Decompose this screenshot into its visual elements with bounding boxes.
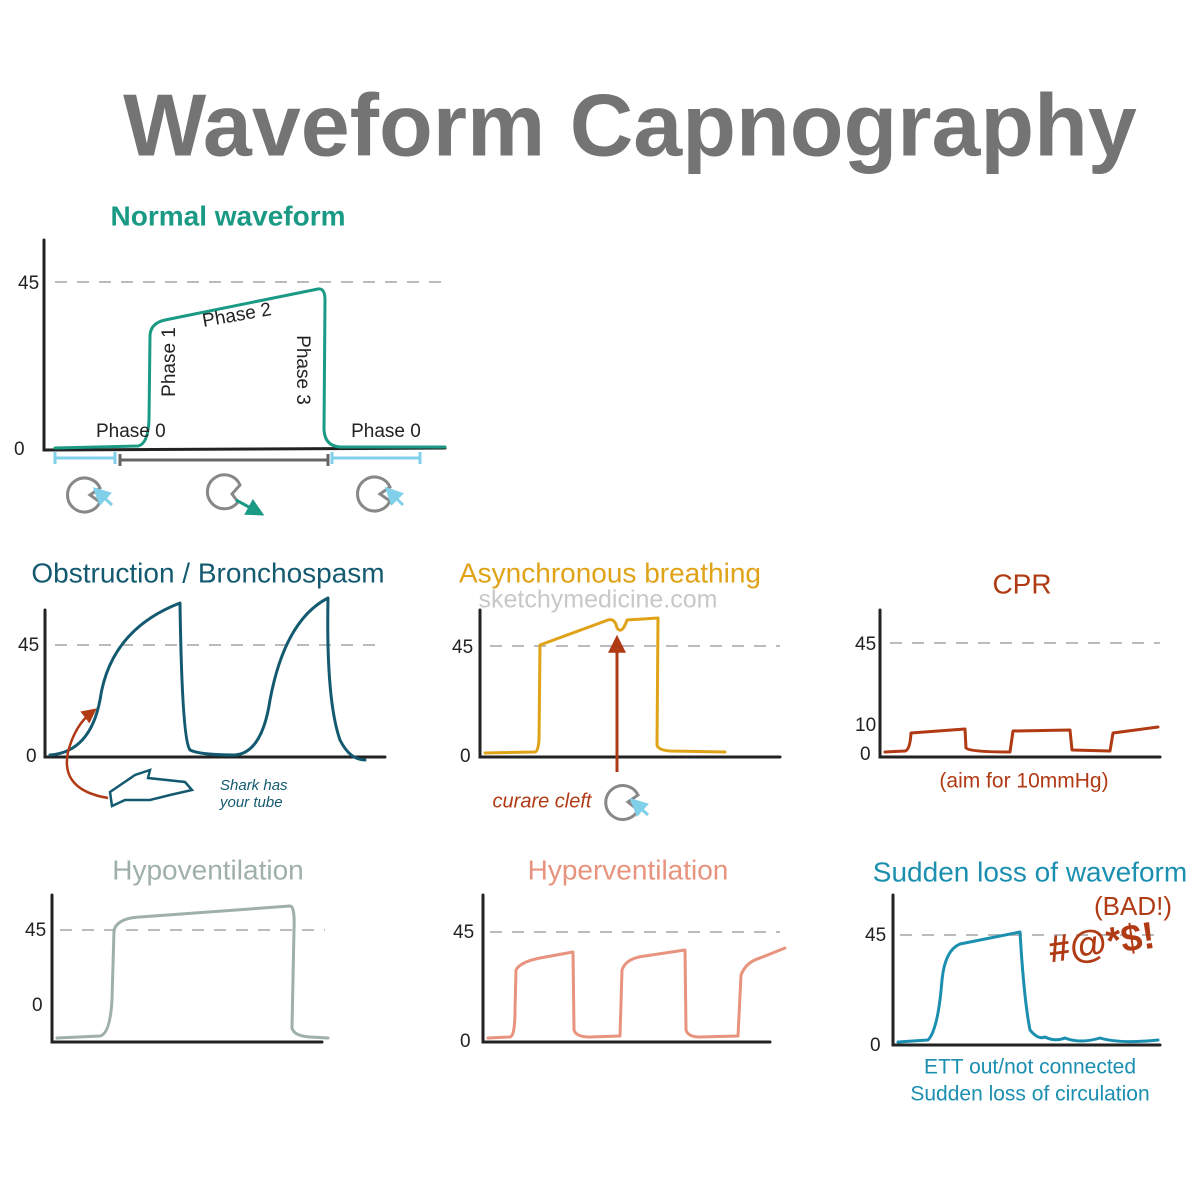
panel-title: Asynchronous breathing xyxy=(459,557,761,588)
axes xyxy=(478,608,782,759)
panel-title: Obstruction / Bronchospasm xyxy=(31,557,384,588)
y-label: 0 xyxy=(32,995,43,1016)
panel-title: Hyperventilation xyxy=(528,854,729,885)
asynchronous-panel: Asynchronous breathing sketchymedicine.c… xyxy=(452,557,782,821)
note: ETT out/not connected xyxy=(924,1056,1136,1079)
bracket xyxy=(330,452,422,464)
axes xyxy=(42,238,447,452)
y-label: 45 xyxy=(25,920,46,941)
arrow xyxy=(235,498,265,516)
waveform xyxy=(55,904,330,1040)
arrow xyxy=(92,487,114,507)
face-icon xyxy=(604,784,640,821)
cpr-panel: CPR 45 10 0 (aim for 10mmHg) xyxy=(855,568,1162,793)
annotation: Shark has xyxy=(220,777,288,794)
bracket xyxy=(118,454,330,466)
axes xyxy=(481,893,772,1044)
y-label: 45 xyxy=(452,637,473,658)
obstruction-panel: Obstruction / Bronchospasm 45 0 Shark ha… xyxy=(18,557,387,811)
y-label: 0 xyxy=(860,744,871,765)
waveform xyxy=(483,616,727,755)
arrow xyxy=(65,708,109,800)
sudden-loss-panel: Sudden loss of waveform (BAD!) 45 0 #@*$… xyxy=(865,856,1187,1105)
y-label: 0 xyxy=(14,439,25,460)
waveform xyxy=(486,946,787,1040)
y-label: 45 xyxy=(18,635,39,656)
face-icons xyxy=(66,473,392,514)
hypoventilation-panel: Hypoventilation 45 0 xyxy=(25,854,330,1044)
phase-label: Phase 0 xyxy=(351,421,421,442)
phase-label: Phase 1 xyxy=(159,327,180,397)
axes xyxy=(878,608,1162,759)
bracket xyxy=(53,452,117,464)
phase-label: Phase 0 xyxy=(96,421,166,442)
axes xyxy=(891,893,1162,1047)
y-label: 0 xyxy=(870,1035,881,1056)
y-label: 10 xyxy=(855,715,876,736)
waveform xyxy=(48,596,367,762)
axes xyxy=(43,608,387,759)
y-label: 45 xyxy=(453,922,474,943)
annotation: (aim for 10mmHg) xyxy=(939,770,1108,793)
arrow xyxy=(384,486,405,507)
panel-title: CPR xyxy=(992,568,1051,599)
normal-panel: Normal waveform 45 0 Phase 0 Phase 1 Pha… xyxy=(14,200,450,516)
y-label: 0 xyxy=(26,746,37,767)
arrow xyxy=(629,798,650,817)
y-label: 45 xyxy=(865,925,886,946)
y-label: 45 xyxy=(855,634,876,655)
shark-icon xyxy=(108,768,195,808)
hyperventilation-panel: Hyperventilation 45 0 xyxy=(453,854,787,1052)
panel-title: Sudden loss of waveform xyxy=(873,856,1187,887)
panel-subtitle: (BAD!) xyxy=(1094,891,1172,921)
page-title: Waveform Capnography xyxy=(123,75,1137,174)
phase-label: Phase 2 xyxy=(201,299,273,332)
watermark: sketchymedicine.com xyxy=(479,586,718,614)
waveform xyxy=(896,930,1160,1044)
axes xyxy=(50,893,324,1044)
phase-label: Phase 3 xyxy=(292,335,313,405)
annotation: #@*$! xyxy=(1046,915,1158,971)
note: Sudden loss of circulation xyxy=(910,1083,1149,1106)
y-label: 0 xyxy=(460,1031,471,1052)
y-label: 45 xyxy=(18,273,39,294)
annotation: curare cleft xyxy=(493,790,593,812)
y-label: 0 xyxy=(460,746,471,767)
panel-title: Hypoventilation xyxy=(112,854,303,885)
panel-title: Normal waveform xyxy=(111,200,346,231)
waveform xyxy=(883,725,1160,754)
waveform xyxy=(53,287,447,450)
annotation: your tube xyxy=(219,794,283,811)
